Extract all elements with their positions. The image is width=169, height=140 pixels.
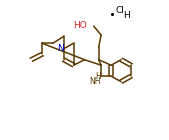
Text: NH: NH <box>89 77 100 86</box>
Text: N: N <box>57 44 64 53</box>
Text: HO: HO <box>73 21 87 30</box>
Text: H: H <box>95 72 101 81</box>
Text: Cl: Cl <box>115 6 124 15</box>
Text: H: H <box>124 11 130 20</box>
